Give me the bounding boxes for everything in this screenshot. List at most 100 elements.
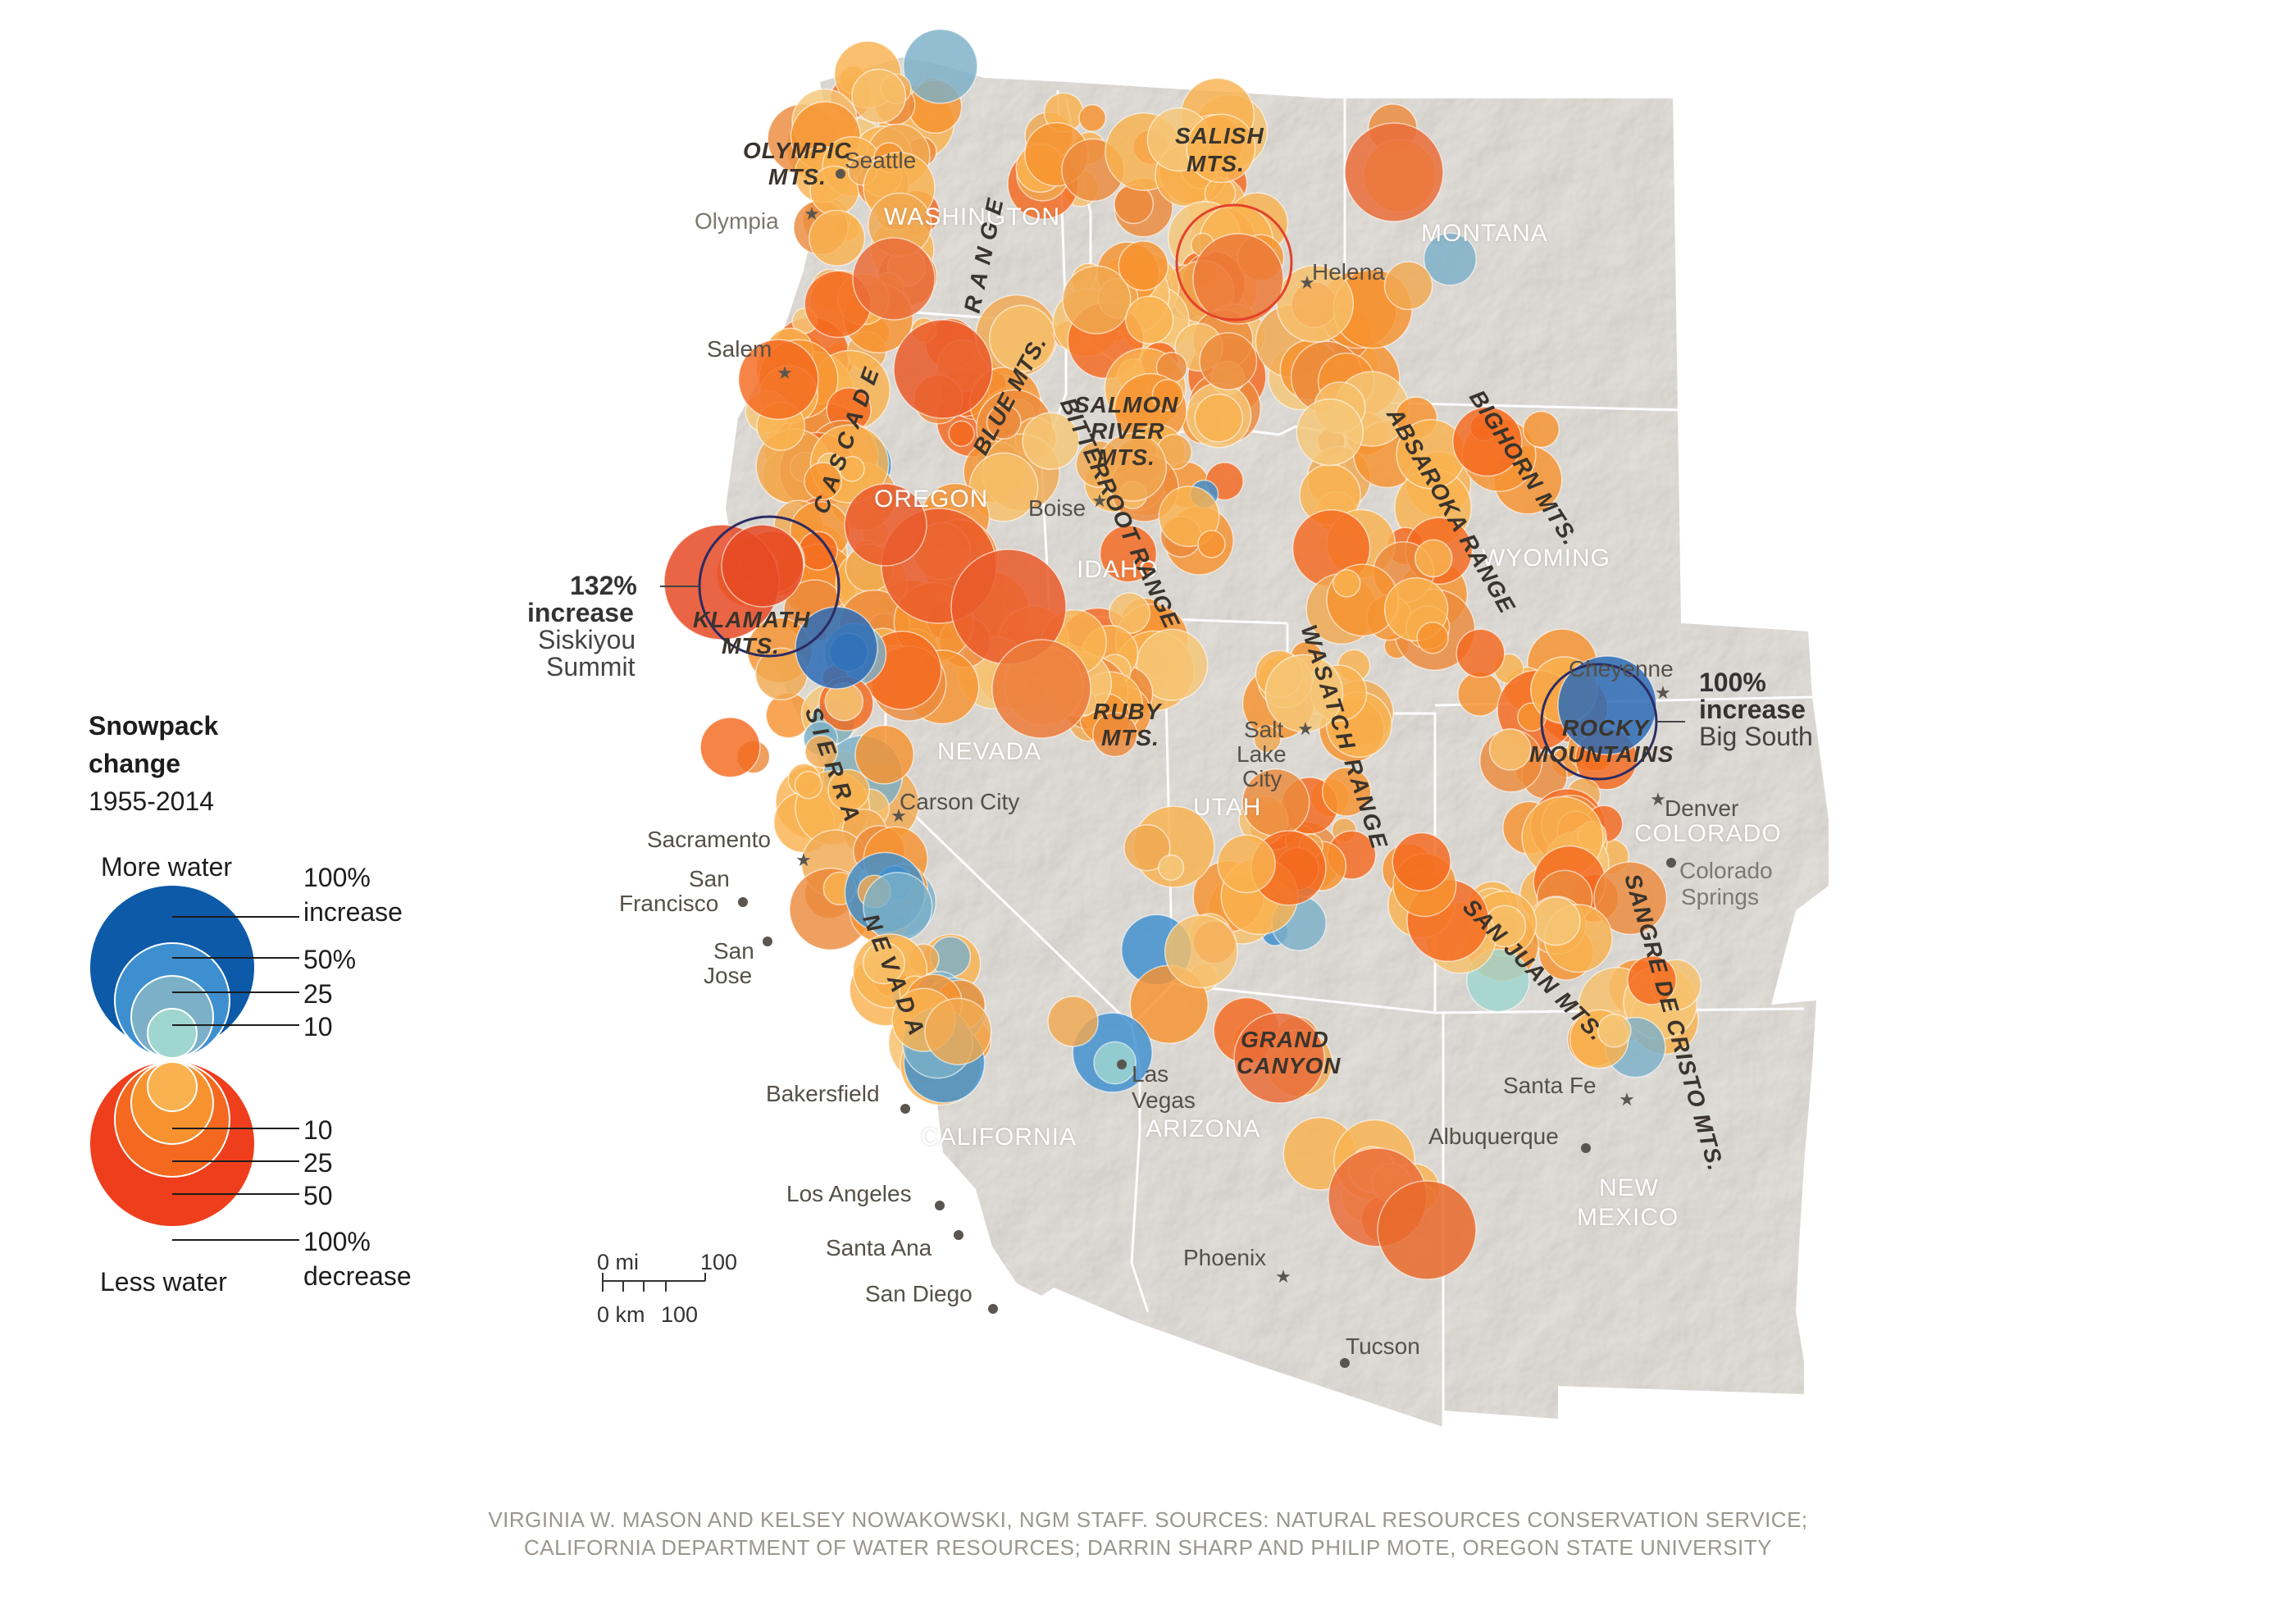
city-label-san-jose-1: San <box>713 938 754 964</box>
city-label-denver: Denver <box>1665 795 1739 821</box>
snowpack-decrease-symbol <box>699 717 761 778</box>
callout-siskiyou-increase: increase <box>527 598 634 627</box>
scale-mi-zero: 0 mi <box>597 1250 640 1274</box>
city-label-san-jose-2: Jose <box>704 963 753 988</box>
range-label-grand-2: CANYON <box>1237 1053 1342 1078</box>
city-label-boise: Boise <box>1028 495 1086 521</box>
city-dot-los-angeles <box>935 1201 945 1210</box>
snowpack-decrease-symbol <box>1392 832 1451 892</box>
snowpack-decrease-symbol <box>854 724 914 785</box>
capital-star-boise: ★ <box>1091 491 1108 512</box>
snowpack-decrease-symbol <box>893 319 993 419</box>
legend-symbols <box>90 886 254 1226</box>
city-dot-colorado-springs <box>1666 858 1676 868</box>
state-label-montana: MONTANA <box>1421 220 1548 247</box>
callout-siskiyou-place-2: Summit <box>546 652 636 681</box>
legend-dec-100-b: decrease <box>303 1261 412 1291</box>
legend-inc-50: 50% <box>303 945 357 974</box>
snowpack-decrease-symbol <box>948 420 975 447</box>
city-label-carson-city: Carson City <box>900 789 1020 814</box>
snowpack-decrease-symbol <box>1186 113 1256 184</box>
snowpack-decrease-symbol <box>1456 628 1506 678</box>
siskiyou-summit-ring <box>698 515 840 658</box>
legend-increase-10 <box>147 1008 198 1059</box>
bitterroot-decrease-ring <box>1175 203 1293 321</box>
state-label-washington: WASHINGTON <box>884 203 1061 230</box>
range-label-salmon-3: MTS. <box>1097 444 1155 470</box>
snowpack-decrease-symbol <box>851 68 907 124</box>
legend-title-line1: Snowpack <box>89 711 219 741</box>
city-dot-albuquerque <box>1581 1143 1591 1153</box>
snowpack-decrease-symbol <box>1451 406 1523 477</box>
snowpack-decrease-symbol <box>1344 122 1444 222</box>
range-label-salish-1: SALISH <box>1175 123 1264 148</box>
credit-line-2: CALIFORNIA DEPARTMENT OF WATER RESOURCES… <box>523 1535 1773 1560</box>
city-label-san-francisco-1: San <box>689 866 730 891</box>
snowpack-decrease-symbol <box>1078 103 1107 132</box>
legend-decrease-10 <box>147 1061 198 1112</box>
range-label-ruby-1: RUBY <box>1093 699 1162 724</box>
callout-bigsouth-increase: increase <box>1699 695 1806 724</box>
city-label-colorado-springs-1: Colorado <box>1679 858 1773 883</box>
city-label-los-angeles: Los Angeles <box>786 1181 912 1206</box>
snowpack-decrease-symbol <box>862 941 905 985</box>
range-label-salmon-2: RIVER <box>1091 418 1165 444</box>
snowpack-decrease-symbol <box>1416 621 1449 654</box>
callout-lines <box>660 586 1685 722</box>
snowpack-decrease-symbol <box>844 483 927 567</box>
snowpack-increase-symbol <box>1423 232 1477 286</box>
city-dot-san-francisco <box>738 897 748 907</box>
snowpack-increase-symbol <box>902 29 978 104</box>
legend-inc-100-b: increase <box>303 897 403 927</box>
city-label-las-vegas-2: Vegas <box>1132 1087 1196 1113</box>
snowpack-decrease-symbol <box>1099 525 1158 583</box>
legend-dec-100-a: 100% <box>303 1227 371 1256</box>
range-label-olympic-1: OLYMPIC <box>743 138 852 163</box>
snowpack-decrease-symbol <box>809 209 866 267</box>
snowpack-decrease-symbol <box>804 734 839 768</box>
snowpack-increase-symbol <box>1557 655 1657 755</box>
callout-bigsouth-place: Big South <box>1699 722 1813 751</box>
city-dot-las-vegas <box>1117 1060 1127 1069</box>
capital-star-sacramento: ★ <box>795 850 812 871</box>
snowpack-decrease-symbol <box>1233 1012 1325 1104</box>
city-label-salt-lake-2: Lake <box>1237 741 1287 767</box>
state-label-nevada: NEVADA <box>937 738 1042 765</box>
city-label-santa-ana: Santa Ana <box>826 1235 932 1260</box>
snowpack-decrease-symbol <box>1022 412 1080 470</box>
city-dot-santa-ana <box>954 1230 963 1240</box>
snowpack-decrease-symbol <box>1593 861 1668 936</box>
range-label-olympic-2: MTS. <box>768 164 827 189</box>
snowpack-decrease-symbol <box>839 455 865 482</box>
capital-star-helena: ★ <box>1299 273 1315 294</box>
city-label-helena: Helena <box>1312 259 1385 285</box>
city-label-olympia: Olympia <box>695 208 779 234</box>
snowpack-decrease-symbol <box>1414 539 1453 578</box>
range-label-rocky-2: MOUNTAINS <box>1529 741 1674 767</box>
city-dot-san-jose <box>763 937 772 946</box>
snowpack-decrease-symbol <box>991 639 1091 739</box>
snowpack-decrease-symbol <box>1123 824 1171 872</box>
snowpack-decrease-symbol <box>1118 240 1169 291</box>
credit-line-1: VIRGINIA W. MASON AND KELSEY NOWAKOWSKI,… <box>488 1507 1808 1532</box>
snowpack-decrease-symbol <box>1199 331 1258 390</box>
legend-title-line2: change <box>89 749 181 778</box>
scale-bar <box>602 1273 706 1292</box>
range-label-salish-2: MTS. <box>1187 151 1245 176</box>
snowpack-decrease-symbol <box>1377 1180 1477 1280</box>
state-label-utah: UTAH <box>1193 794 1262 821</box>
snowpack-decrease-symbol <box>1125 295 1174 344</box>
snowpack-decrease-symbol <box>1296 398 1364 467</box>
snowpack-decrease-symbol <box>1383 261 1433 311</box>
snowpack-decrease-symbol <box>852 237 936 321</box>
snowpack-decrease-symbol <box>804 462 842 501</box>
capital-star-cheyenne: ★ <box>1655 683 1671 704</box>
snowpack-decrease-symbol <box>1151 378 1184 411</box>
snowpack-decrease-symbol <box>1276 264 1355 343</box>
state-label-arizona: ARIZONA <box>1146 1115 1261 1142</box>
snowpack-decrease-symbol <box>1062 265 1132 335</box>
city-label-san-francisco-2: Francisco <box>619 891 719 916</box>
state-label-idaho: IDAHO <box>1077 556 1159 583</box>
state-label-oregon: OREGON <box>874 485 989 513</box>
